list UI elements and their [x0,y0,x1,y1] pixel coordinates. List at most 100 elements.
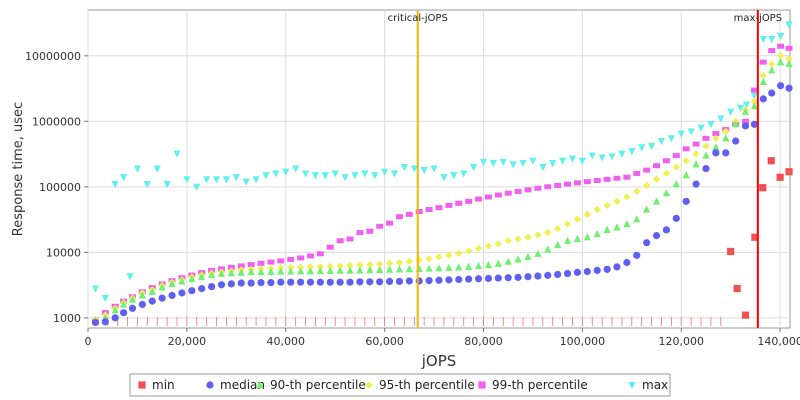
point-95-th-percentile [316,263,324,271]
point-95-th-percentile [326,262,334,271]
point-max [111,181,119,189]
point-max [430,165,438,173]
point-min [733,284,741,293]
point-median [504,274,512,282]
point-median [524,273,532,281]
point-99-th-percentile [593,177,601,183]
point-median [267,279,275,287]
point-median [101,318,109,326]
point-median [188,287,196,295]
point-median [346,278,354,286]
point-95-th-percentile [759,71,767,80]
point-max [519,160,527,168]
point-median [425,277,433,285]
point-max [736,104,745,113]
point-95-th-percentile [623,193,631,201]
point-95-th-percentile [474,244,483,252]
point-90-th-percentile [178,277,186,285]
legend-label: median [220,378,265,392]
point-median [672,214,680,222]
point-max [173,150,181,158]
point-99-th-percentile [366,228,374,234]
point-median [484,274,493,283]
y-tick-label: 10000 [46,246,81,259]
point-90-th-percentile [227,269,235,277]
point-max [440,174,448,182]
point-max [489,160,497,168]
point-min [741,311,750,319]
point-90-th-percentile [554,240,562,248]
point-95-th-percentile [366,260,374,269]
point-95-th-percentile [465,247,473,255]
point-median [128,304,137,312]
point-99-th-percentile [692,141,700,147]
point-max [242,178,250,186]
legend [129,373,671,397]
point-99-th-percentile [603,176,611,182]
point-95-th-percentile [534,231,542,239]
point-90-th-percentile [148,287,156,295]
point-median [336,278,344,286]
point-90-th-percentile [712,143,720,151]
point-max [450,172,458,180]
legend-swatch [365,381,373,389]
point-90-th-percentile [732,120,740,128]
legend-swatch [628,381,636,390]
point-median [603,265,611,273]
point-99-th-percentile [564,181,572,187]
x-tick-label: 20,000 [168,335,207,348]
point-max [717,115,725,123]
point-median [534,272,542,280]
point-95-th-percentile [712,134,720,142]
point-median [178,289,186,297]
point-max [153,165,161,173]
point-95-th-percentile [692,150,700,158]
x-tick-label: 40,000 [266,335,305,348]
point-median [247,279,255,287]
point-median [554,270,562,279]
point-median [514,273,522,281]
point-90-th-percentile [395,265,404,273]
point-90-th-percentile [785,59,793,68]
point-99-th-percentile [484,194,492,200]
point-99-th-percentile [356,230,364,236]
point-max [321,172,329,180]
point-95-th-percentile [494,240,502,248]
point-90-th-percentile [405,264,413,273]
point-max [608,153,616,161]
point-95-th-percentile [643,181,651,190]
point-99-th-percentile [346,236,354,242]
point-max [460,170,468,178]
point-max [351,172,359,180]
point-median [385,277,394,286]
point-95-th-percentile [514,235,522,243]
point-median [759,95,767,103]
point-max [638,144,646,152]
point-median [316,278,324,286]
point-90-th-percentile [316,266,324,275]
point-median [692,180,700,188]
point-max [262,172,270,180]
point-median [207,282,216,291]
point-95-th-percentile [768,60,776,68]
point-95-th-percentile [613,197,621,205]
point-median [583,267,591,276]
point-max [529,157,537,165]
point-95-th-percentile [750,97,759,106]
point-max [420,166,428,175]
point-95-th-percentile [777,52,785,60]
point-max [647,142,656,151]
point-90-th-percentile [583,233,591,241]
point-max [558,157,567,165]
point-90-th-percentile [198,272,206,281]
point-90-th-percentile [544,245,552,253]
point-max [657,137,666,146]
point-90-th-percentile [111,306,119,314]
point-max [282,168,290,176]
point-99-th-percentile [257,260,265,266]
point-max [91,285,100,293]
point-90-th-percentile [128,295,137,303]
point-90-th-percentile [504,257,512,265]
point-90-th-percentile [306,267,315,275]
point-90-th-percentile [119,300,128,308]
